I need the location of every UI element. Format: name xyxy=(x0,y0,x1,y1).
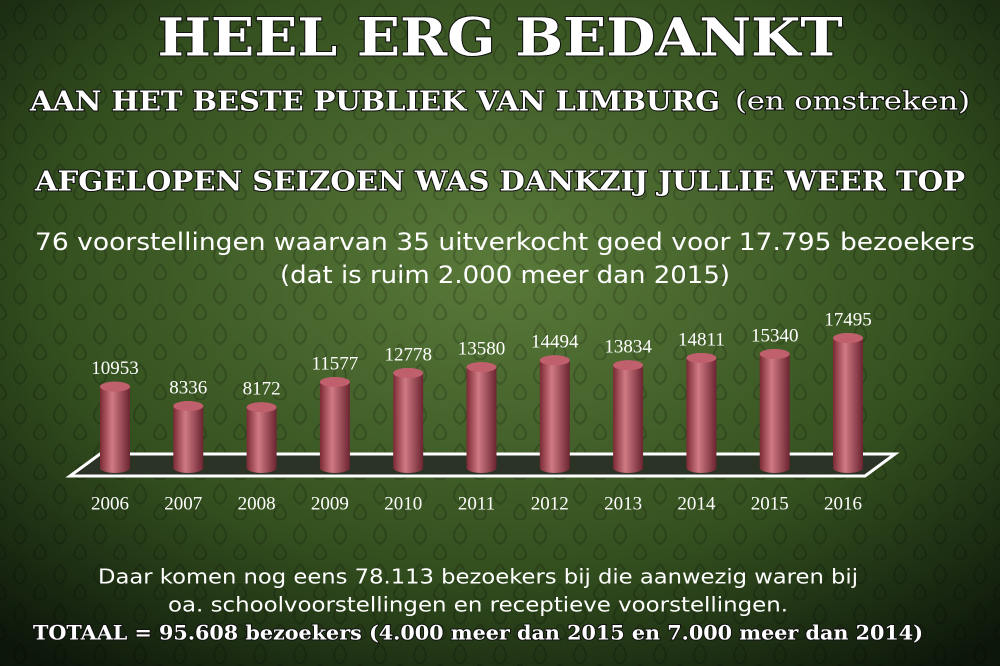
x-tick-label: 2010 xyxy=(384,493,422,514)
x-tick-label: 2014 xyxy=(677,493,716,514)
x-tick-label: 2007 xyxy=(164,493,202,514)
bar xyxy=(613,360,644,473)
bar xyxy=(466,362,497,473)
value-label: 17495 xyxy=(824,309,872,330)
bar xyxy=(833,333,863,473)
value-label: 15340 xyxy=(751,325,799,346)
bar-top xyxy=(173,401,204,412)
value-label: 10953 xyxy=(91,358,139,379)
x-tick-label: 2012 xyxy=(531,493,569,514)
value-label: 8172 xyxy=(243,379,281,400)
heading: AFGELOPEN SEIZOEN WAS DANKZIJ JULLIE WEE… xyxy=(34,167,965,198)
bar xyxy=(686,352,717,473)
value-label: 11577 xyxy=(312,353,359,374)
value-label: 13580 xyxy=(458,338,506,359)
title: HEEL ERG BEDANKT xyxy=(158,8,843,69)
bar xyxy=(759,349,790,473)
footer-line: oa. schoolvoorstellingen en receptieve v… xyxy=(168,593,788,617)
bar xyxy=(319,376,350,473)
bar xyxy=(100,381,130,473)
x-tick-label: 2006 xyxy=(91,493,129,514)
bar-top xyxy=(393,368,424,379)
bar-top xyxy=(100,381,130,392)
bar-top xyxy=(613,360,644,371)
x-tick-label: 2011 xyxy=(458,493,495,514)
x-tick-label: 2013 xyxy=(604,493,642,514)
bar-top xyxy=(539,355,570,366)
bar-top xyxy=(319,376,350,387)
subtitle-note: (en omstreken) xyxy=(735,87,970,116)
bar-top xyxy=(686,352,717,363)
bar xyxy=(173,401,204,473)
bar-top xyxy=(246,402,277,413)
x-tick-label: 2009 xyxy=(311,493,349,514)
x-tick-label: 2015 xyxy=(751,493,789,514)
footer-line: Daar komen nog eens 78.113 bezoekers bij… xyxy=(98,565,858,589)
bar-top xyxy=(759,349,790,360)
stats-note: (dat is ruim 2.000 meer dan 2015) xyxy=(280,261,730,289)
bars: 10953 2006 8336 2007 8172 2008 11577 2009 12778 2… xyxy=(91,309,872,514)
x-tick-label: 2008 xyxy=(238,493,276,514)
value-label: 14811 xyxy=(678,329,725,350)
subtitle: AAN HET BESTE PUBLIEK VAN LIMBURG xyxy=(29,87,720,118)
bar-top xyxy=(833,333,863,343)
stats: 76 voorstellingen waarvan 35 uitverkocht… xyxy=(35,228,975,256)
footer-total: TOTAAL = 95.608 bezoekers (4.000 meer da… xyxy=(33,621,923,645)
bar xyxy=(539,355,570,473)
bar xyxy=(246,402,277,473)
bar xyxy=(393,368,424,473)
bar-top xyxy=(466,362,497,373)
value-label: 12778 xyxy=(384,344,432,365)
value-label: 13834 xyxy=(604,337,652,358)
value-label: 14494 xyxy=(531,332,579,353)
value-label: 8336 xyxy=(169,377,207,398)
x-tick-label: 2016 xyxy=(824,493,862,514)
